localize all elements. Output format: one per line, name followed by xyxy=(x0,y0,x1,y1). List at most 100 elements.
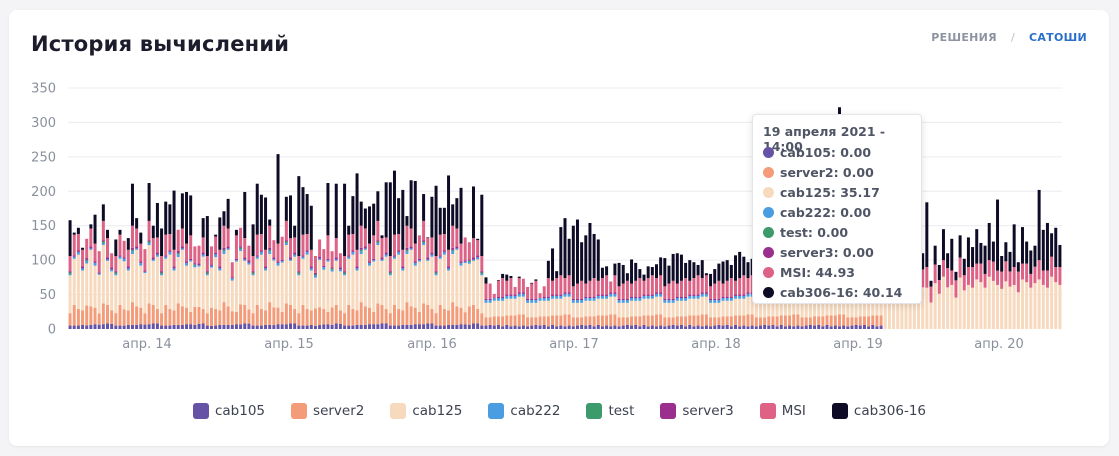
bar-segment-cab306-16[interactable] xyxy=(734,255,738,281)
bar-segment-server2[interactable] xyxy=(168,309,172,326)
bar-segment-MSI[interactable] xyxy=(234,235,238,259)
bar-segment-MSI[interactable] xyxy=(147,220,151,241)
bar-segment-cab105[interactable] xyxy=(130,324,134,329)
bar-segment-cab222[interactable] xyxy=(734,295,738,299)
bar-segment-cab222[interactable] xyxy=(392,256,396,259)
bar-segment-cab125[interactable] xyxy=(214,257,218,310)
bar-segment-cab306-16[interactable] xyxy=(1029,250,1033,274)
bar-segment-cab105[interactable] xyxy=(76,325,80,329)
bar-segment-cab105[interactable] xyxy=(430,323,434,329)
bar-segment-server3[interactable] xyxy=(571,298,575,301)
bar-segment-server3[interactable] xyxy=(530,298,534,301)
bar-segment-cab105[interactable] xyxy=(650,325,654,329)
bar-segment-cab222[interactable] xyxy=(343,273,347,276)
bar-segment-cab306-16[interactable] xyxy=(309,205,313,250)
bar-segment-cab125[interactable] xyxy=(605,298,609,316)
bar-segment-cab105[interactable] xyxy=(251,325,255,329)
bar-segment-MSI[interactable] xyxy=(447,249,451,267)
bar-segment-cab222[interactable] xyxy=(160,273,164,276)
bar-segment-server3[interactable] xyxy=(580,298,584,301)
bar-segment-server3[interactable] xyxy=(189,258,193,261)
bar-segment-server3[interactable] xyxy=(110,267,114,270)
bar-segment-server2[interactable] xyxy=(234,311,238,325)
bar-segment-MSI[interactable] xyxy=(729,278,733,297)
bar-segment-MSI[interactable] xyxy=(155,237,159,253)
bar-segment-cab125[interactable] xyxy=(376,244,380,304)
bar-segment-server2[interactable] xyxy=(671,317,675,325)
bar-segment-cab222[interactable] xyxy=(97,273,101,275)
bar-segment-cab125[interactable] xyxy=(862,300,866,317)
bar-segment-server3[interactable] xyxy=(160,271,164,273)
bar-segment-test[interactable] xyxy=(160,272,164,274)
bar-segment-cab306-16[interactable] xyxy=(297,176,301,257)
bar-segment-MSI[interactable] xyxy=(621,283,625,299)
bar-segment-cab306-16[interactable] xyxy=(704,273,708,276)
bar-segment-cab105[interactable] xyxy=(126,324,130,329)
bar-segment-cab306-16[interactable] xyxy=(692,262,696,279)
bar-segment-cab306-16[interactable] xyxy=(1050,233,1054,257)
bar-segment-server2[interactable] xyxy=(630,316,634,326)
bar-segment-server3[interactable] xyxy=(713,298,717,301)
bar-segment-MSI[interactable] xyxy=(289,238,292,258)
bar-segment-server3[interactable] xyxy=(322,265,326,268)
bar-segment-server3[interactable] xyxy=(605,294,609,296)
bar-segment-cab222[interactable] xyxy=(81,268,85,271)
bar-segment-MSI[interactable] xyxy=(638,278,642,297)
bar-segment-MSI[interactable] xyxy=(476,240,480,256)
bar-segment-MSI[interactable] xyxy=(122,240,126,258)
bar-segment-cab222[interactable] xyxy=(355,268,359,271)
bar-segment-cab105[interactable] xyxy=(767,325,771,329)
bar-segment-cab306-16[interactable] xyxy=(1020,227,1024,264)
bar-segment-cab222[interactable] xyxy=(434,273,438,276)
bar-segment-MSI[interactable] xyxy=(580,280,584,299)
bar-segment-cab105[interactable] xyxy=(738,326,742,329)
bar-segment-cab222[interactable] xyxy=(338,269,342,272)
legend-item-cab306-16[interactable]: cab306-16 xyxy=(831,403,926,419)
bar-segment-MSI[interactable] xyxy=(197,245,201,264)
bar-segment-MSI[interactable] xyxy=(417,235,421,259)
bar-segment-server3[interactable] xyxy=(230,277,234,279)
bar-segment-cab125[interactable] xyxy=(264,270,268,311)
bar-segment-server3[interactable] xyxy=(239,246,243,248)
bar-segment-cab306-16[interactable] xyxy=(630,259,634,284)
bar-segment-MSI[interactable] xyxy=(709,286,713,299)
bar-segment-cab125[interactable] xyxy=(313,277,317,309)
bar-segment-cab306-16[interactable] xyxy=(613,263,617,276)
bar-segment-cab222[interactable] xyxy=(239,248,243,251)
bar-segment-MSI[interactable] xyxy=(962,275,966,291)
bar-segment-server3[interactable] xyxy=(422,240,426,242)
bar-segment-test[interactable] xyxy=(388,272,392,274)
bar-segment-server3[interactable] xyxy=(679,296,683,299)
bar-segment-MSI[interactable] xyxy=(126,249,130,267)
bar-segment-server2[interactable] xyxy=(655,314,658,327)
bar-segment-cab222[interactable] xyxy=(388,273,392,276)
bar-segment-MSI[interactable] xyxy=(434,256,438,272)
bar-segment-server3[interactable] xyxy=(434,271,438,273)
bar-segment-cab306-16[interactable] xyxy=(721,261,725,284)
bar-segment-server3[interactable] xyxy=(467,259,471,261)
bar-segment-server2[interactable] xyxy=(817,316,821,325)
bar-segment-server2[interactable] xyxy=(758,317,762,326)
bar-segment-cab306-16[interactable] xyxy=(605,266,609,276)
bar-segment-cab125[interactable] xyxy=(305,254,309,310)
bar-segment-cab125[interactable] xyxy=(671,302,675,318)
bar-segment-cab222[interactable] xyxy=(309,268,313,271)
bar-segment-server2[interactable] xyxy=(792,314,796,327)
bar-segment-cab222[interactable] xyxy=(692,295,696,299)
bar-segment-server2[interactable] xyxy=(106,304,109,324)
bar-segment-cab105[interactable] xyxy=(700,326,704,329)
bar-segment-cab105[interactable] xyxy=(625,324,629,329)
bar-segment-cab125[interactable] xyxy=(763,302,767,318)
bar-segment-cab105[interactable] xyxy=(671,324,675,329)
bar-segment-server2[interactable] xyxy=(763,317,767,325)
bar-segment-MSI[interactable] xyxy=(1045,270,1049,288)
bar-segment-cab222[interactable] xyxy=(609,293,613,297)
bar-segment-cab105[interactable] xyxy=(81,324,85,329)
bar-segment-cab105[interactable] xyxy=(517,326,521,329)
bar-segment-cab222[interactable] xyxy=(650,295,654,299)
bar-segment-MSI[interactable] xyxy=(272,240,276,258)
bar-segment-server2[interactable] xyxy=(838,314,841,327)
bar-segment-cab105[interactable] xyxy=(297,325,301,329)
bar-segment-server2[interactable] xyxy=(405,302,409,325)
bar-segment-server3[interactable] xyxy=(330,267,334,269)
